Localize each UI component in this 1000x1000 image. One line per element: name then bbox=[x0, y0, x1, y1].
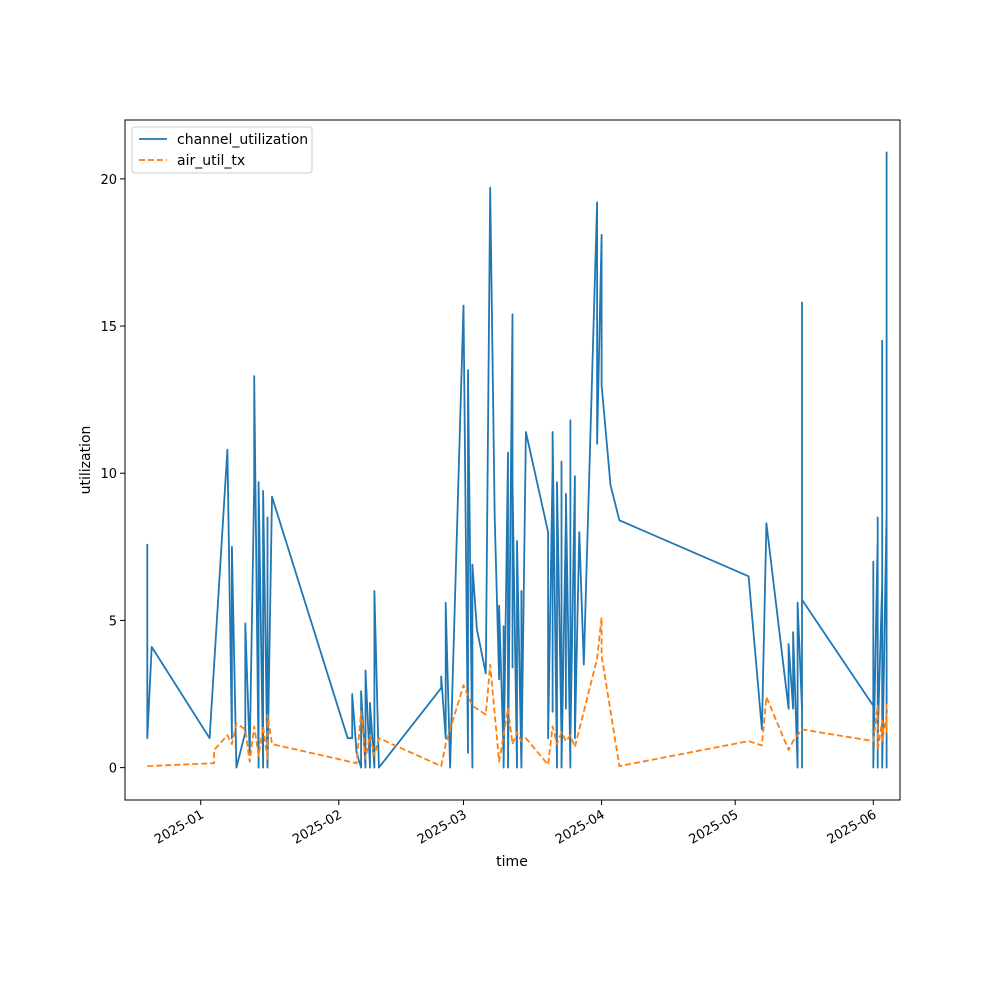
y-axis-ticks: 0 5 10 15 20 bbox=[100, 173, 125, 777]
y-tick-label: 20 bbox=[100, 173, 117, 188]
y-tick-label: 10 bbox=[100, 467, 117, 482]
y-axis-title: utilization bbox=[78, 426, 94, 495]
series-layer bbox=[146, 151, 888, 769]
series-line-channel-utilization bbox=[146, 151, 888, 769]
x-axis-title: time bbox=[496, 854, 528, 870]
x-axis-ticks: 2025-01 2025-02 2025-03 2025-04 2025-05 2025-… bbox=[152, 800, 879, 848]
x-tick-label: 2025-05 bbox=[687, 807, 742, 847]
x-tick-label: 2025-01 bbox=[152, 807, 207, 847]
legend-label-channel-utilization: channel_utilization bbox=[177, 132, 308, 148]
plot-frame bbox=[124, 119, 901, 801]
x-tick-label: 2025-03 bbox=[415, 807, 470, 847]
x-tick-label: 2025-06 bbox=[825, 807, 880, 847]
y-tick-label: 15 bbox=[100, 320, 117, 335]
series-line-air-util-tx bbox=[147, 616, 888, 767]
legend-box bbox=[131, 126, 313, 174]
legend-label-air-util-tx: air_util_tx bbox=[177, 153, 245, 169]
y-tick-label: 5 bbox=[109, 614, 117, 629]
x-tick-label: 2025-02 bbox=[290, 807, 345, 847]
y-tick-label: 0 bbox=[109, 762, 117, 777]
legend: channel_utilization air_util_tx bbox=[131, 126, 313, 174]
x-tick-label: 2025-04 bbox=[553, 807, 608, 847]
